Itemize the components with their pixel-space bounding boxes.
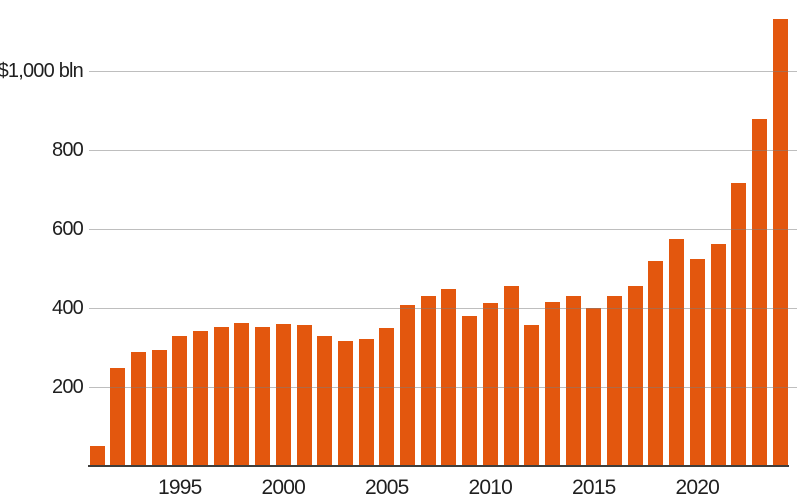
bar-2020: [689, 259, 705, 466]
y-tick-label-200: 200: [52, 376, 84, 398]
bar-2024: [772, 18, 788, 466]
gridline-800: [89, 150, 797, 151]
x-tick-label-1995: 1995: [158, 476, 202, 499]
bar-1998: [234, 322, 250, 466]
bar-2008: [441, 288, 457, 466]
bar-1997: [213, 326, 229, 466]
bar-1992: [110, 368, 126, 466]
bar-2004: [358, 339, 374, 466]
bar-2007: [420, 296, 436, 466]
bar-2006: [400, 304, 415, 466]
bar-2021: [710, 244, 726, 466]
bar-2015: [586, 307, 602, 466]
bar-2003: [337, 340, 353, 466]
bar-1995: [172, 336, 188, 466]
x-tick-label-2010: 2010: [468, 476, 513, 499]
bar-2000: [275, 323, 291, 466]
bar-2012: [524, 325, 540, 466]
bar-2001: [296, 324, 312, 466]
bar-2013: [544, 302, 560, 466]
x-axis-line: [88, 465, 789, 467]
gridline-1000: [89, 71, 797, 72]
bar-2009: [462, 315, 478, 466]
bar-2002: [317, 336, 333, 466]
bar-2019: [669, 239, 685, 466]
bar-1996: [193, 330, 208, 466]
gridline-200: [89, 387, 797, 388]
bar-1993: [130, 351, 146, 466]
y-tick-label-1000: $1,000 bln: [0, 60, 84, 82]
bar-1991: [89, 445, 105, 466]
gridline-600: [89, 229, 797, 230]
bar-2011: [503, 286, 519, 466]
gridline-400: [89, 308, 797, 309]
bar-2014: [565, 295, 581, 466]
bar-2010: [482, 303, 498, 466]
y-tick-label-400: 400: [52, 297, 84, 319]
bar-2023: [751, 119, 767, 466]
bar-2022: [731, 182, 747, 466]
y-tick-label-600: 600: [52, 218, 84, 240]
y-tick-label-800: 800: [52, 139, 84, 161]
bar-2018: [648, 261, 664, 466]
x-tick-label-2020: 2020: [675, 476, 720, 499]
x-tick-label-2005: 2005: [365, 476, 409, 499]
bar-2017: [627, 285, 643, 466]
bar-2005: [379, 327, 395, 466]
bar-1994: [151, 350, 167, 466]
bar-2016: [607, 296, 622, 466]
x-tick-label-2015: 2015: [572, 476, 616, 499]
bar-1999: [255, 326, 271, 466]
x-tick-label-2000: 2000: [261, 476, 306, 499]
